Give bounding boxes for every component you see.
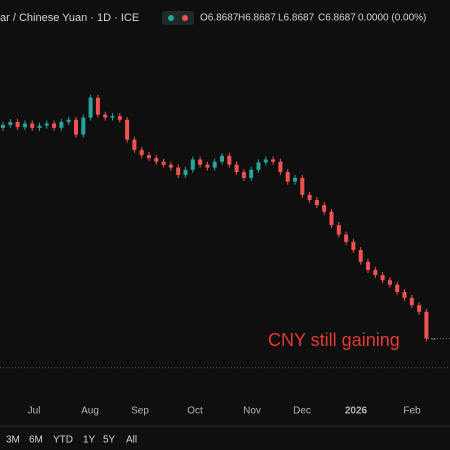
candle-body (402, 291, 407, 298)
ohlc-legend: O6.8687 (200, 13, 239, 24)
x-tick-label: Dec (293, 406, 311, 417)
x-tick-label: Aug (81, 406, 99, 417)
ohlc-legend: H6.8687 (238, 13, 276, 24)
candle-body (52, 123, 57, 128)
candle-body (256, 162, 261, 170)
candle-body (249, 169, 254, 178)
candle-body (417, 305, 422, 312)
candle-body (110, 116, 115, 118)
candle-body (227, 155, 232, 165)
candle-body (22, 123, 27, 128)
candle-body (117, 116, 122, 120)
candle-body (278, 161, 283, 173)
candle-body (387, 280, 392, 285)
candle-body (139, 149, 144, 156)
x-tick-label: 2026 (345, 406, 368, 417)
candle-body (8, 121, 13, 125)
x-tick-label: Feb (403, 406, 421, 417)
candle-body (154, 158, 159, 162)
range-button[interactable]: All (126, 435, 137, 446)
x-tick-label: Oct (187, 406, 203, 417)
candle-body (161, 161, 166, 165)
candle-body (263, 159, 268, 163)
candle-body (37, 125, 42, 128)
candle-body (205, 164, 210, 168)
candle-body (44, 123, 49, 126)
candle-body (336, 225, 341, 235)
candle-body (81, 117, 86, 135)
candle-body (212, 161, 217, 168)
range-button[interactable]: 3M (6, 435, 20, 446)
candle-body (66, 119, 71, 122)
ohlc-legend: L6.8687 (278, 13, 315, 24)
candle-body (241, 172, 246, 178)
candle-body (15, 121, 20, 128)
candle-body (1, 124, 5, 128)
candle-body (74, 119, 78, 135)
candle-body (293, 177, 297, 182)
candle-body (395, 284, 400, 292)
candle-body (103, 114, 108, 118)
candle-body (366, 261, 370, 270)
ohlc-legend: C6.8687 (318, 13, 356, 24)
candle-body (409, 297, 414, 306)
candle-body (30, 123, 35, 128)
candle-body (431, 338, 436, 340)
candle-body (322, 205, 327, 212)
chart-title: ar / Chinese Yuan · 1D · ICE (0, 12, 139, 24)
candle-body (300, 177, 305, 195)
candle-body (190, 159, 195, 170)
candle-body (88, 97, 93, 118)
candle-body (132, 139, 137, 150)
candle-body (285, 172, 290, 182)
ohlc-legend: 0.0000 (0.00%) (358, 13, 426, 24)
candle-body (95, 97, 100, 115)
candle-body (125, 119, 130, 140)
candle-body (373, 269, 378, 276)
candle-body (344, 234, 349, 242)
status-dot (182, 15, 188, 21)
range-button[interactable]: 5Y (103, 435, 116, 446)
candle-body (358, 250, 363, 262)
status-badge (162, 11, 194, 25)
candle-body (329, 211, 334, 226)
range-button[interactable]: YTD (53, 435, 73, 446)
x-tick-label: Nov (243, 406, 261, 417)
candle-body (380, 275, 385, 281)
candle-body (198, 159, 203, 165)
candle-body (307, 194, 312, 200)
candle-body (147, 155, 151, 159)
candle-body (176, 167, 181, 175)
candle-body (59, 121, 64, 128)
status-dot (168, 15, 174, 21)
candle-body (424, 311, 429, 339)
candle-body (168, 164, 173, 168)
x-tick-label: Sep (131, 406, 149, 417)
candle-body (234, 164, 239, 173)
x-tick-label: Jul (28, 406, 41, 417)
candle-body (183, 169, 188, 175)
candle-body (314, 199, 319, 206)
candle-body (271, 159, 276, 162)
candle-body (351, 241, 356, 251)
range-button[interactable]: 1Y (83, 435, 96, 446)
range-button[interactable]: 6M (29, 435, 43, 446)
annotation: CNY still gaining (268, 330, 400, 350)
candle-body (220, 155, 224, 162)
